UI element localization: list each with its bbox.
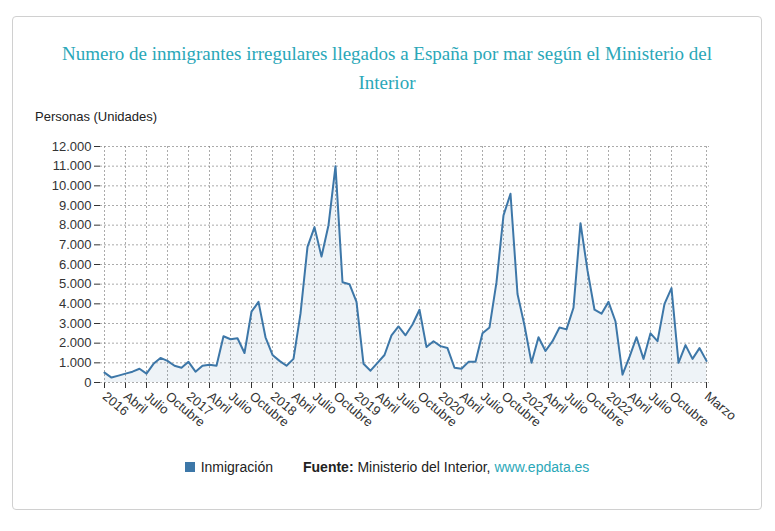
svg-text:2017: 2017 [183,388,216,419]
svg-text:2016: 2016 [99,388,132,419]
svg-text:Octubre: Octubre [666,388,712,430]
svg-text:Octubre: Octubre [414,388,460,430]
svg-text:Julio: Julio [477,388,508,418]
svg-text:Abril: Abril [540,388,571,417]
svg-text:Abril: Abril [204,388,235,417]
svg-text:2021: 2021 [519,388,552,419]
svg-text:11.000: 11.000 [53,158,92,173]
svg-text:Julio: Julio [645,388,676,418]
svg-text:Abril: Abril [120,388,151,417]
svg-text:6.000: 6.000 [59,257,92,272]
svg-text:Abril: Abril [372,388,403,417]
svg-text:1.000: 1.000 [59,355,92,370]
svg-text:7.000: 7.000 [59,237,92,252]
svg-text:2022: 2022 [603,388,636,419]
svg-text:0: 0 [84,375,91,390]
svg-text:10.000: 10.000 [52,178,92,193]
svg-text:5.000: 5.000 [59,276,92,291]
svg-text:Julio: Julio [309,388,340,418]
svg-text:2018: 2018 [267,388,300,419]
svg-text:Julio: Julio [561,388,592,418]
svg-text:2020: 2020 [435,388,468,419]
svg-text:Octubre: Octubre [582,388,628,430]
svg-text:Octubre: Octubre [246,388,292,430]
svg-text:12.000: 12.000 [52,139,92,154]
svg-text:9.000: 9.000 [59,198,92,213]
svg-text:Julio: Julio [225,388,256,418]
svg-text:8.000: 8.000 [59,217,92,232]
svg-text:Octubre: Octubre [498,388,544,430]
svg-text:Julio: Julio [141,388,172,418]
svg-text:4.000: 4.000 [59,296,92,311]
svg-text:Abril: Abril [624,388,655,417]
svg-text:Julio: Julio [393,388,424,418]
svg-text:Marzo: Marzo [702,389,739,424]
svg-text:2019: 2019 [351,388,384,419]
svg-text:Octubre: Octubre [162,388,208,430]
svg-text:Abril: Abril [456,388,487,417]
svg-text:Octubre: Octubre [330,388,376,430]
svg-text:2.000: 2.000 [59,335,92,350]
html-text:Fuente: Ministerio del Interio: Fuente: Ministerio del Interior, www.epd… [303,459,590,475]
html-text:Numero de inmigrantes irregula: Numero de inmigrantes irregulares llegad… [62,43,712,93]
html-text:Personas (Unidades): Personas (Unidades) [35,109,158,124]
svg-text:3.000: 3.000 [59,316,92,331]
html-text:Inmigración: Inmigración [200,459,273,475]
svg-text:Abril: Abril [288,388,319,417]
